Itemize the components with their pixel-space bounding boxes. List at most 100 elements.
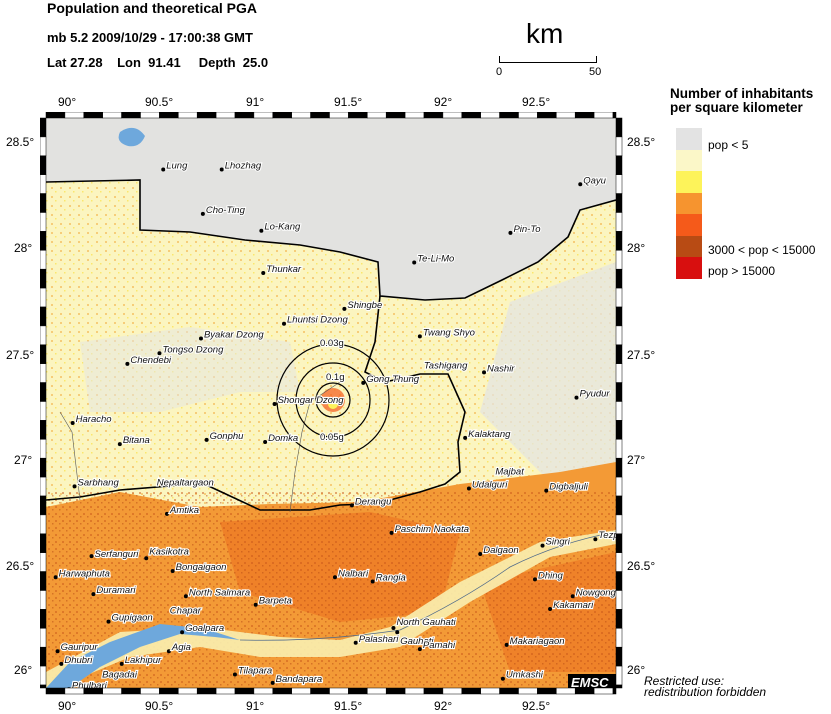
frame-segment [518,687,538,695]
frame-segment [615,571,623,591]
city-label: Nalbari [338,568,369,579]
city-label: Gupigaon [112,613,153,624]
city-label: Gonphu [210,431,245,442]
city-marker: Palashari [353,633,400,646]
frame-segment [423,687,444,695]
city-dot [532,577,537,582]
city-label: Lakhipur [125,655,162,666]
emsc-logo [568,674,616,688]
city-marker: Makariagaon [504,635,566,648]
legend-label: pop < 5 [708,138,749,152]
frame-segment [556,687,576,695]
river-channel [239,531,616,641]
legend-swatch [676,235,702,257]
city-label: Nowgong [576,587,617,598]
lat-tick-right: 26.5° [627,559,656,573]
city-dot [59,661,64,666]
city-marker: Nashir [482,362,516,375]
city-marker: Lakhipur [119,654,163,667]
frame-segment [593,112,614,119]
frame-segment [574,687,595,695]
frame-segment [159,112,179,119]
city-dot [353,640,358,645]
frame-segment [40,382,47,402]
city-label: Lo-Kang [264,222,301,233]
city-dot [261,271,266,276]
city-dot [204,437,209,442]
city-dot [219,167,224,172]
city-marker: Paschim Naokata [389,523,470,536]
city-label: Tongso Dzong [162,344,224,355]
frame-segment [615,174,623,194]
city-marker: Cho-Ting [200,204,247,217]
usage-notice: Restricted use: redistribution forbidden [644,675,766,698]
city-dot [157,351,162,356]
city-dot [232,672,237,677]
city-label: Tashigang [424,361,468,372]
frame-segment [615,325,623,346]
frame-segment [615,609,623,629]
frame-segment [615,363,623,383]
frame-segment [291,112,311,119]
city-marker: Gupigaon [106,612,154,625]
city-dot [593,537,598,542]
city-label: Agia [171,642,191,653]
city-label: Chapar [170,605,202,616]
frame-segment [615,306,623,327]
city-marker: Haracho [70,413,113,426]
frame-segment [253,112,274,119]
frame-segment [615,514,623,535]
population-map: 0.03g 0.05g 0.1g Lung Lhozhag Cho-Ting Lo-K… [40,112,623,695]
frame-segment [615,420,623,440]
city-dot [389,530,394,535]
frame-segment [196,687,217,695]
city-dot [272,402,277,407]
frame-segment [64,112,85,119]
city-dot [70,421,75,426]
city-label: Majbat [495,466,524,477]
brahmaputra-river [46,624,240,688]
city-dot [166,649,171,654]
frame-segment [40,250,47,270]
city-label: Umkashi [506,670,544,681]
city-dot [89,554,94,559]
frame-segment [615,155,623,175]
frame-segment [348,112,368,119]
city-label: Pin-To [513,224,540,235]
city-label: Shingbe [347,300,382,311]
city-marker: Serfanguri [89,548,140,561]
frame-segment [40,306,47,327]
border-bhutan [46,295,466,511]
city-marker: Tilapara [232,664,273,678]
city-label: Digbaljuli [549,482,588,493]
district-boundary [59,411,81,501]
city-label: Gauripur [61,642,99,653]
frame-segment [40,287,47,308]
scale-start: 0 [496,66,503,78]
frame-segment [385,687,406,695]
legend-label: pop > 15000 [708,264,776,278]
frame-segment [234,112,255,119]
frame-segment [329,112,349,119]
city-dot [170,568,175,573]
frame-segment [615,268,623,289]
frame-segment [615,344,623,364]
frame-segment [121,687,141,695]
frame-segment [196,112,217,119]
city-dot [263,440,268,445]
city-label: Makariagaon [510,636,565,647]
frame-segment [615,665,623,686]
city-dot [55,649,60,654]
legend-title-line2: per square kilometer [670,100,803,115]
lon-tick-bottom: 92° [434,699,453,713]
frame-segment [40,117,47,138]
pga-rings: 0.03g 0.05g 0.1g [276,337,390,457]
frame-segment [40,174,47,194]
border-china [46,179,616,301]
frame-segment [615,646,623,667]
city-marker: Dhing [532,569,565,582]
frame-segment [367,687,387,695]
city-label: Udalguri [472,480,508,491]
lon-tick-bottom: 91° [246,699,265,713]
frame-segment [615,117,623,138]
